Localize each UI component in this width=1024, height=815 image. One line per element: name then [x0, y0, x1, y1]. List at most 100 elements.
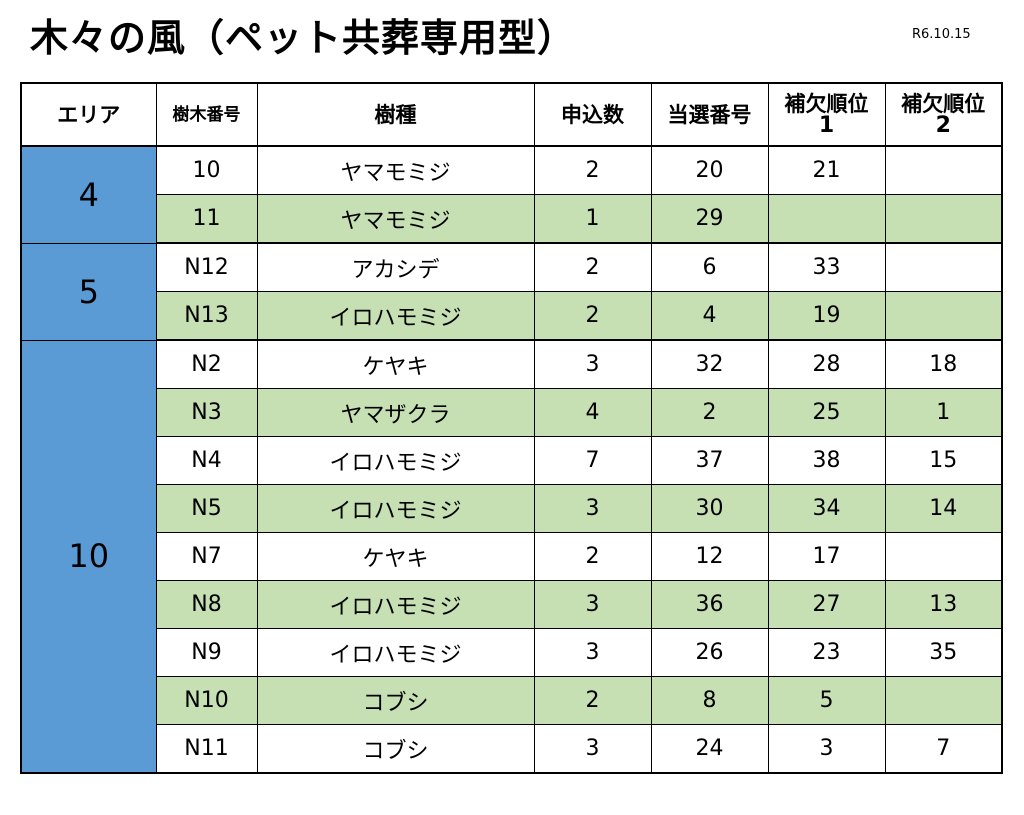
winning-number-cell: 36 [650, 580, 769, 629]
alternate-2-cell [884, 145, 1003, 195]
species-cell: コブシ [256, 724, 535, 774]
alternate-1-cell: 17 [767, 532, 886, 581]
species-cell: ヤマモミジ [256, 194, 535, 244]
species-cell: イロハモミジ [256, 436, 535, 485]
alternate-1-cell: 25 [767, 388, 886, 437]
alternate-2-cell [884, 194, 1003, 244]
alternate-2-cell: 18 [884, 339, 1003, 389]
tree-number-cell: N3 [155, 388, 258, 437]
header-alternate-1-rank: 1 [818, 112, 835, 138]
alternate-1-cell: 21 [767, 145, 886, 195]
header-alternate-2-rank: 2 [935, 112, 951, 138]
alternate-1-cell: 34 [767, 484, 886, 533]
alternate-2-cell: 7 [884, 724, 1003, 774]
winning-number-cell: 37 [650, 436, 769, 485]
header-tree-number: 樹木番号 [155, 82, 258, 147]
applications-cell: 3 [533, 628, 652, 677]
species-cell: イロハモミジ [256, 484, 535, 533]
applications-cell: 2 [533, 145, 652, 195]
lottery-results-table: エリア 樹木番号 樹種 申込数 当選番号 補欠順位 1 補欠順位 2 4 10 … [20, 82, 1003, 774]
area-cell: 10 [20, 339, 157, 774]
winning-number-cell: 29 [650, 194, 769, 244]
table-row: N10 コブシ 2 8 5 [21, 676, 1003, 725]
header-winning-number: 当選番号 [650, 82, 769, 147]
alternate-1-cell [767, 194, 886, 244]
applications-cell: 3 [533, 339, 652, 389]
winning-number-cell: 4 [650, 291, 769, 341]
winning-number-cell: 2 [650, 388, 769, 437]
tree-number-cell: 11 [155, 194, 258, 244]
winning-number-cell: 12 [650, 532, 769, 581]
alternate-1-cell: 19 [767, 291, 886, 341]
alternate-2-cell: 35 [884, 628, 1003, 677]
table-row: N11 コブシ 3 24 3 7 [21, 724, 1003, 774]
alternate-2-cell: 14 [884, 484, 1003, 533]
tree-number-cell: N4 [155, 436, 258, 485]
winning-number-cell: 8 [650, 676, 769, 725]
tree-number-cell: N7 [155, 532, 258, 581]
alternate-2-cell [884, 532, 1003, 581]
tree-number-cell: N11 [155, 724, 258, 774]
species-cell: ヤマザクラ [256, 388, 535, 437]
alternate-2-cell: 15 [884, 436, 1003, 485]
table-row: N13 イロハモミジ 2 4 19 [21, 291, 1003, 341]
area-cell: 4 [20, 145, 157, 244]
tree-number-cell: N8 [155, 580, 258, 629]
applications-cell: 1 [533, 194, 652, 244]
header-row: エリア 樹木番号 樹種 申込数 当選番号 補欠順位 1 補欠順位 2 [20, 82, 1003, 147]
applications-cell: 3 [533, 484, 652, 533]
species-cell: ケヤキ [256, 532, 535, 581]
tree-number-cell: N10 [155, 676, 258, 725]
species-cell: ケヤキ [256, 339, 535, 389]
alternate-1-cell: 23 [767, 628, 886, 677]
header-alternate-1-label: 補欠順位 [784, 91, 869, 116]
winning-number-cell: 26 [650, 628, 769, 677]
alternate-2-cell [884, 291, 1003, 341]
header-applications: 申込数 [533, 82, 652, 147]
header-species: 樹種 [256, 82, 535, 147]
area-cell: 5 [20, 242, 157, 341]
species-cell: アカシデ [256, 242, 535, 292]
header-alternate-2-label: 補欠順位 [901, 91, 986, 116]
alternate-1-cell: 28 [767, 339, 886, 389]
table-row: N7 ケヤキ 2 12 17 [21, 532, 1003, 581]
species-cell: イロハモミジ [256, 291, 535, 341]
table-row: N9 イロハモミジ 3 26 23 35 [21, 628, 1003, 677]
alternate-1-cell: 3 [767, 724, 886, 774]
tree-number-cell: N12 [155, 242, 258, 292]
table-row: 4 10 ヤマモミジ 2 20 21 [20, 145, 1003, 244]
alternate-1-cell: 27 [767, 580, 886, 629]
applications-cell: 2 [533, 676, 652, 725]
table-row: N5 イロハモミジ 3 30 34 14 [21, 484, 1003, 533]
alternate-1-cell: 33 [767, 242, 886, 292]
species-cell: イロハモミジ [256, 580, 535, 629]
table-row: 10 N2 ケヤキ 3 32 28 18 [20, 339, 1003, 774]
species-cell: イロハモミジ [256, 628, 535, 677]
page-date: R6.10.15 [912, 27, 971, 42]
applications-cell: 2 [533, 242, 652, 292]
table-row: 11 ヤマモミジ 1 29 [21, 194, 1003, 244]
applications-cell: 3 [533, 724, 652, 774]
tree-number-cell: N13 [155, 291, 258, 341]
winning-number-cell: 30 [650, 484, 769, 533]
species-cell: ヤマモミジ [256, 145, 535, 195]
header-alternate-2: 補欠順位 2 [884, 82, 1003, 147]
winning-number-cell: 24 [650, 724, 769, 774]
alternate-2-cell: 1 [884, 388, 1003, 437]
table-row: N3 ヤマザクラ 4 2 25 1 [21, 388, 1003, 437]
table-row: N8 イロハモミジ 3 36 27 13 [21, 580, 1003, 629]
species-cell: コブシ [256, 676, 535, 725]
winning-number-cell: 20 [650, 145, 769, 195]
applications-cell: 2 [533, 291, 652, 341]
tree-number-cell: N9 [155, 628, 258, 677]
applications-cell: 4 [533, 388, 652, 437]
tree-number-cell: N5 [155, 484, 258, 533]
alternate-2-cell [884, 676, 1003, 725]
alternate-1-cell: 5 [767, 676, 886, 725]
alternate-1-cell: 38 [767, 436, 886, 485]
applications-cell: 2 [533, 532, 652, 581]
table-row: N4 イロハモミジ 7 37 38 15 [21, 436, 1003, 485]
table-row: 5 N12 アカシデ 2 6 33 [20, 242, 1003, 341]
alternate-2-cell: 13 [884, 580, 1003, 629]
applications-cell: 7 [533, 436, 652, 485]
